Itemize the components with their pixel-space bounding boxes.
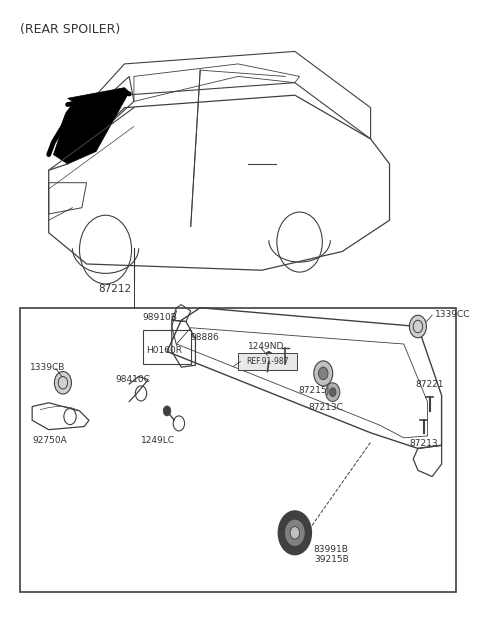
Text: 87215J: 87215J bbox=[298, 386, 329, 395]
Text: 83991B: 83991B bbox=[314, 545, 348, 555]
Polygon shape bbox=[53, 88, 129, 164]
Circle shape bbox=[314, 361, 333, 386]
Circle shape bbox=[319, 367, 328, 380]
Text: 92750A: 92750A bbox=[32, 436, 67, 445]
Text: (REAR SPOILER): (REAR SPOILER) bbox=[20, 23, 120, 36]
Circle shape bbox=[325, 383, 340, 401]
FancyBboxPatch shape bbox=[238, 353, 297, 371]
Circle shape bbox=[54, 372, 72, 394]
Text: REF.91-987: REF.91-987 bbox=[246, 357, 288, 366]
Text: 1249LC: 1249LC bbox=[141, 436, 175, 445]
Text: 1339CC: 1339CC bbox=[434, 310, 470, 318]
Circle shape bbox=[265, 352, 273, 362]
Circle shape bbox=[278, 511, 312, 555]
Circle shape bbox=[290, 526, 300, 539]
Circle shape bbox=[329, 387, 336, 396]
Text: 87213: 87213 bbox=[409, 439, 438, 448]
Text: H0160R: H0160R bbox=[146, 346, 182, 355]
Text: 87213C: 87213C bbox=[308, 403, 343, 412]
Text: 98410C: 98410C bbox=[115, 375, 150, 384]
Text: 1339CB: 1339CB bbox=[30, 362, 65, 372]
Text: 1249ND: 1249ND bbox=[248, 342, 284, 351]
Text: 87212: 87212 bbox=[98, 284, 132, 294]
Text: 87221: 87221 bbox=[416, 380, 444, 389]
Circle shape bbox=[409, 315, 426, 338]
Text: 98910B: 98910B bbox=[143, 313, 178, 322]
Circle shape bbox=[285, 519, 305, 546]
Circle shape bbox=[163, 406, 171, 416]
Text: 39215B: 39215B bbox=[314, 555, 348, 564]
Text: 98886: 98886 bbox=[191, 333, 219, 342]
